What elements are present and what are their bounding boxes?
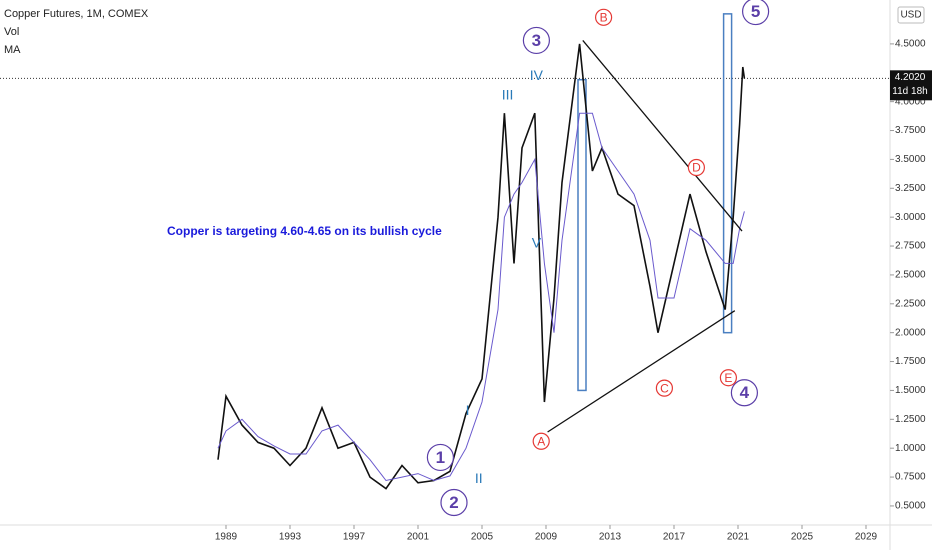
x-tick-label: 2021	[727, 532, 750, 543]
wave-circle	[426, 443, 454, 472]
annotation-letter: E	[724, 371, 732, 385]
letter-circle	[532, 432, 550, 450]
annotation-wave: 1	[436, 448, 445, 467]
ma-line	[217, 112, 745, 482]
indicator-label: MA	[4, 44, 21, 56]
last-price-box	[890, 70, 932, 101]
chart-title: Copper Futures, 1M, COMEX	[4, 8, 149, 20]
trendline	[547, 310, 736, 433]
annotation-letter: B	[600, 10, 608, 24]
wave-circle	[440, 488, 468, 517]
y-tick-label: 2.5000	[895, 270, 926, 281]
annotation-note: Copper is targeting 4.60-4.65 on its bul…	[167, 224, 442, 238]
y-tick-label: 4.5000	[895, 39, 926, 50]
trendline	[582, 40, 743, 232]
projection-box	[577, 78, 587, 392]
x-tick-label: 1997	[343, 532, 366, 543]
price-line	[217, 43, 746, 490]
letter-circle	[594, 8, 613, 26]
y-tick-label: 3.7500	[895, 125, 926, 136]
wave-circle	[730, 379, 759, 407]
annotation-minor: IV	[530, 67, 544, 83]
annotation-minor: III	[502, 86, 514, 102]
x-tick-label: 2017	[663, 532, 686, 543]
x-tick-label: 2005	[471, 532, 494, 543]
annotation-letter: D	[692, 161, 701, 175]
annotation-minor: II	[475, 470, 483, 486]
letter-circle	[719, 369, 738, 387]
y-tick-label: 3.5000	[895, 154, 926, 165]
y-tick-label: 0.5000	[895, 501, 926, 512]
x-tick-label: 2013	[599, 532, 622, 543]
countdown: 11d 18h	[892, 86, 927, 97]
x-tick-label: 2001	[407, 532, 430, 543]
x-tick-label: 2029	[855, 532, 878, 543]
indicator-label: Vol	[4, 26, 19, 38]
x-tick-label: 2009	[535, 532, 558, 543]
y-tick-label: 2.7500	[895, 241, 926, 252]
annotation-wave: 4	[740, 383, 750, 402]
projection-box	[722, 13, 733, 334]
y-tick-label: 1.2500	[895, 414, 926, 425]
annotation-letter: A	[537, 434, 545, 448]
x-tick-label: 2025	[791, 532, 814, 543]
currency[interactable]: USD	[900, 10, 921, 21]
y-tick-label: 1.7500	[895, 356, 926, 367]
y-tick-label: 3.0000	[895, 212, 926, 223]
annotation-minor: I	[466, 402, 470, 418]
annotation-letter: C	[660, 381, 669, 395]
annotation-minor: V	[532, 234, 542, 250]
x-tick-label: 1989	[215, 532, 238, 543]
annotation-wave: 2	[449, 493, 458, 512]
y-tick-label: 4.0000	[895, 96, 926, 107]
letter-circle	[655, 379, 674, 397]
x-tick-label: 1993	[279, 532, 302, 543]
y-tick-label: 2.0000	[895, 327, 926, 338]
y-tick-label: 0.7500	[895, 472, 926, 483]
y-tick-label: 3.2500	[895, 183, 926, 194]
annotation-wave: 3	[532, 31, 541, 50]
currency-box[interactable]	[897, 6, 925, 24]
y-tick-label: 1.5000	[895, 385, 926, 396]
last-price-label: 4.2020	[895, 72, 926, 83]
wave-circle	[522, 26, 551, 55]
annotation-wave: 5	[751, 2, 760, 21]
letter-circle	[687, 158, 706, 177]
y-tick-label: 2.2500	[895, 298, 926, 309]
wave-circle	[742, 0, 770, 26]
y-tick-label: 1.0000	[895, 443, 926, 454]
